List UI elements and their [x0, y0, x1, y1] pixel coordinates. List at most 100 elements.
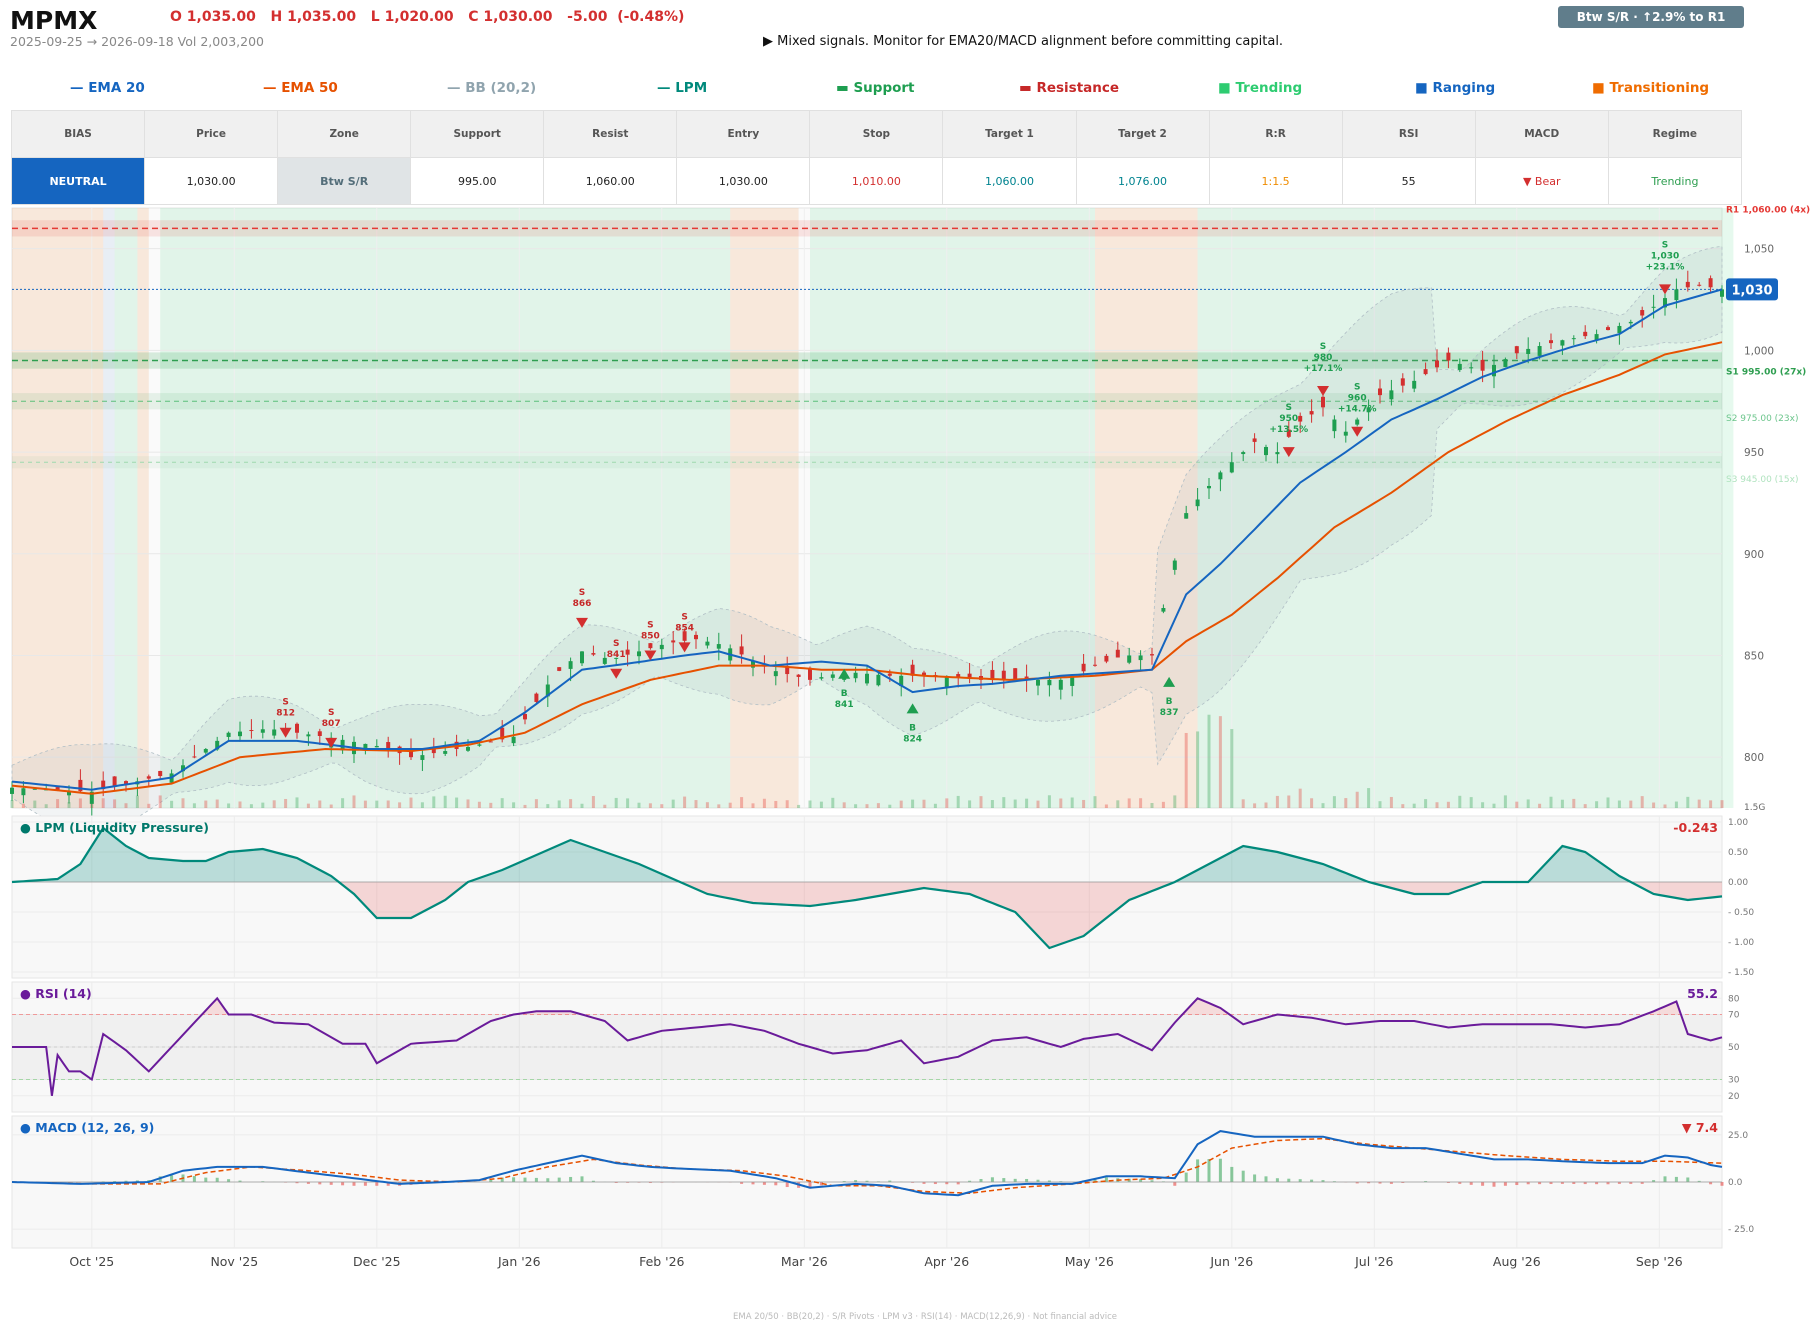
- volume-bar: [512, 802, 516, 808]
- candle-body: [1047, 679, 1052, 686]
- x-axis-month-label: Nov '25: [210, 1254, 258, 1269]
- lpm-negative-area: [12, 882, 1722, 948]
- volume-bar: [1036, 800, 1040, 808]
- candle-body: [1503, 359, 1508, 367]
- volume-bar: [546, 804, 550, 808]
- x-axis-month-label: Jan '26: [497, 1254, 541, 1269]
- candle-body: [865, 673, 869, 684]
- macd-histogram-bar: [489, 1179, 493, 1182]
- sell-marker-price: 866: [573, 599, 592, 609]
- volume-bar: [1595, 801, 1599, 808]
- table-header-stop: Stop: [809, 110, 944, 158]
- ema20-line: [11, 288, 1723, 791]
- volume-bar: [1652, 802, 1656, 808]
- sell-marker-gain: +17.1%: [1304, 364, 1343, 374]
- sell-marker: [576, 617, 588, 628]
- candle-body: [716, 644, 721, 649]
- volume-bar: [808, 800, 812, 808]
- macd-histogram-bar: [1617, 1182, 1621, 1184]
- volume-bar: [1241, 799, 1245, 808]
- volume-bar: [375, 800, 379, 808]
- volume-bar: [1538, 803, 1542, 808]
- macd-tick-label: - 25.0: [1728, 1225, 1754, 1235]
- candle-body: [1708, 278, 1713, 288]
- lpm-positive-area: [12, 828, 1722, 882]
- candle-body: [1127, 655, 1132, 663]
- last-price-tag-text: 1,030: [1731, 283, 1772, 298]
- sell-marker-price: 1,030: [1651, 251, 1679, 261]
- volume-bar: [899, 800, 903, 808]
- chart-footer: EMA 20/50 · BB(20,2) · S/R Pivots · LPM …: [732, 1312, 1117, 1322]
- sell-marker-price: 807: [322, 719, 341, 729]
- volume-bar: [1572, 798, 1576, 808]
- candle-body: [1628, 321, 1633, 324]
- macd-histogram-bar: [1025, 1178, 1029, 1182]
- volume-bar: [1344, 798, 1348, 808]
- volume-bar: [284, 798, 288, 808]
- candle-body: [568, 661, 573, 669]
- lpm-tick-label: 0.50: [1728, 848, 1748, 858]
- candle-body: [67, 790, 71, 796]
- sell-marker: [678, 642, 691, 653]
- volume-bar: [671, 799, 675, 808]
- macd-histogram-bar: [1264, 1176, 1268, 1182]
- volume-bar: [1446, 801, 1450, 808]
- macd-histogram-bar: [557, 1177, 561, 1182]
- volume-bar: [580, 803, 584, 808]
- volume-bar: [1173, 795, 1177, 808]
- macd-histogram-bar: [534, 1177, 538, 1182]
- chart-legend: — EMA 20 — EMA 50 — BB (20,2) — LPM ▬ Su…: [10, 80, 1742, 100]
- macd-histogram-bar: [1663, 1176, 1667, 1182]
- volume-bar: [1549, 796, 1553, 808]
- volume-bar: [842, 802, 846, 808]
- macd-histogram-bar: [1549, 1182, 1553, 1185]
- lpm-tick-label: 0.00: [1728, 878, 1748, 888]
- volume-bar: [306, 803, 310, 808]
- macd-histogram-bar: [1503, 1182, 1507, 1186]
- macd-histogram-bar: [113, 1181, 117, 1182]
- table-header-row: BIAS Price Zone Support Resist Entry Stop Targe…: [10, 110, 1743, 158]
- candle-body: [648, 643, 653, 649]
- volume-bar: [740, 797, 744, 808]
- candle-body: [1663, 298, 1667, 308]
- macd-histogram-bar: [1492, 1182, 1496, 1187]
- legend-ema20: — EMA 20: [70, 80, 145, 96]
- candle-body: [614, 657, 619, 659]
- price-tick-label: 1,050: [1744, 244, 1774, 256]
- sell-marker-tag: S: [647, 620, 653, 630]
- candle-body: [922, 672, 926, 676]
- candle-body: [671, 640, 676, 643]
- volume-bar: [1310, 798, 1314, 808]
- volume-bar: [67, 802, 71, 808]
- legend-ema50: — EMA 50: [263, 80, 338, 96]
- candle-body: [1309, 411, 1314, 415]
- candle-body: [1115, 649, 1120, 658]
- table-value-target-2: 1,076.00: [1075, 157, 1210, 205]
- macd-histogram-bar: [1047, 1180, 1051, 1182]
- candle-body: [967, 673, 972, 679]
- candle-body: [317, 731, 322, 736]
- table-value-row: NEUTRAL 1,030.00 Btw S/R 995.00 1,060.00 1,03…: [10, 157, 1743, 205]
- volume-bar: [626, 798, 630, 808]
- sell-marker-price: 980: [1314, 353, 1333, 363]
- macd-histogram-bar: [1241, 1170, 1245, 1182]
- support2-label: S2 975.00 (23x): [1726, 414, 1798, 424]
- candle-body: [1172, 560, 1177, 570]
- candle-body: [511, 736, 516, 744]
- volume-bar: [420, 802, 424, 808]
- volume-bar: [683, 796, 687, 808]
- candle-body: [944, 676, 949, 688]
- macd-histogram-bar: [192, 1176, 196, 1182]
- candle-body: [1229, 462, 1234, 473]
- lpm-tick-label: 1.00: [1728, 818, 1748, 828]
- macd-histogram-bar: [318, 1182, 322, 1185]
- volume-bar: [1139, 798, 1143, 808]
- sell-marker: [1659, 284, 1671, 295]
- macd-histogram-bar: [500, 1177, 504, 1182]
- rsi-tick-label: 70: [1728, 1011, 1740, 1021]
- signal-summary: ▶ Mixed signals. Monitor for EMA20/MACD …: [763, 34, 1284, 49]
- macd-histogram-bar: [1184, 1172, 1188, 1182]
- regime-band-trans: [12, 208, 104, 808]
- sell-marker-tag: S: [613, 639, 619, 649]
- sell-marker-tag: S: [1286, 403, 1292, 413]
